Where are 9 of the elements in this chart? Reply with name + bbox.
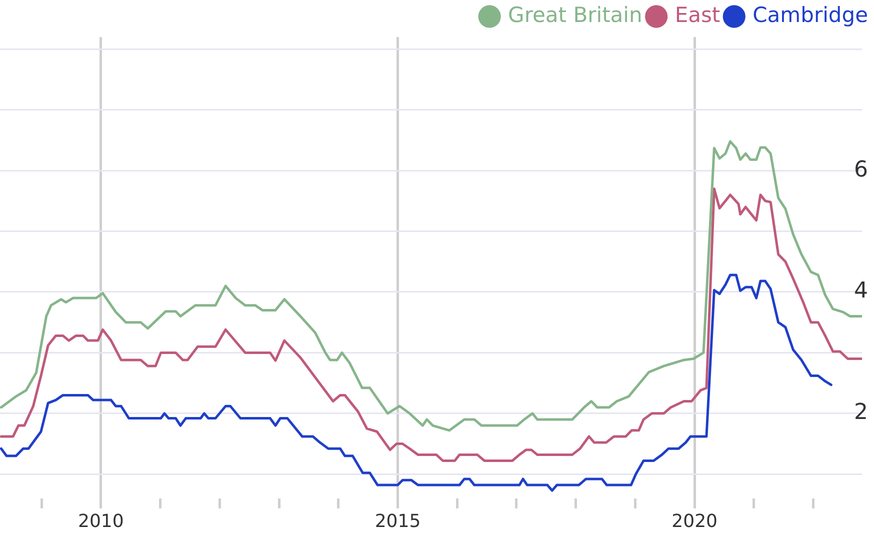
y-tick-label: 6 — [854, 157, 868, 182]
x-tick-label: 2010 — [78, 510, 124, 532]
y-tick-label: 2 — [854, 400, 868, 426]
x-tick-label: 2020 — [672, 510, 718, 532]
legend-label: East — [674, 2, 720, 27]
legend-label: Great Britain — [508, 2, 642, 27]
x-tick-label: 2015 — [374, 510, 421, 532]
legend-label: Cambridge — [752, 2, 868, 27]
y-tick-label: 4 — [854, 278, 868, 304]
